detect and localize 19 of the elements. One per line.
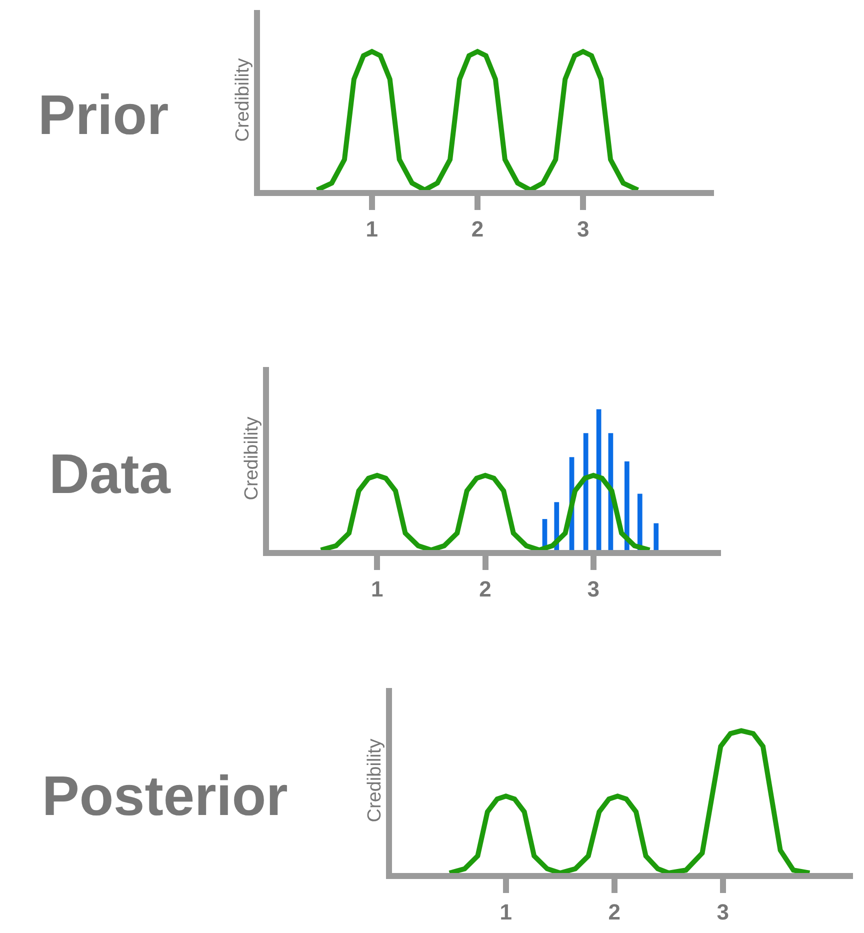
x-tick-label: 3 bbox=[716, 899, 729, 924]
x-tick-label: 2 bbox=[479, 576, 492, 602]
x-tick-label: 1 bbox=[366, 216, 378, 242]
text: Prior bbox=[38, 83, 169, 146]
bar bbox=[654, 523, 659, 550]
y-axis-title: Credibility bbox=[364, 738, 386, 822]
text: Data bbox=[49, 442, 172, 505]
bar bbox=[637, 494, 642, 550]
text: Posterior bbox=[42, 764, 288, 827]
bar bbox=[624, 461, 630, 550]
bar bbox=[583, 433, 588, 550]
x-tick-label: 1 bbox=[371, 576, 384, 602]
x-tick-label: 2 bbox=[471, 216, 484, 242]
y-axis-title: Credibility bbox=[232, 58, 254, 142]
y-axis-title: Credibility bbox=[241, 416, 262, 500]
x-tick-label: 1 bbox=[500, 899, 512, 924]
x-tick-label: 3 bbox=[576, 216, 590, 242]
x-tick-label: 3 bbox=[587, 576, 600, 602]
x-tick-label: 2 bbox=[608, 899, 620, 924]
